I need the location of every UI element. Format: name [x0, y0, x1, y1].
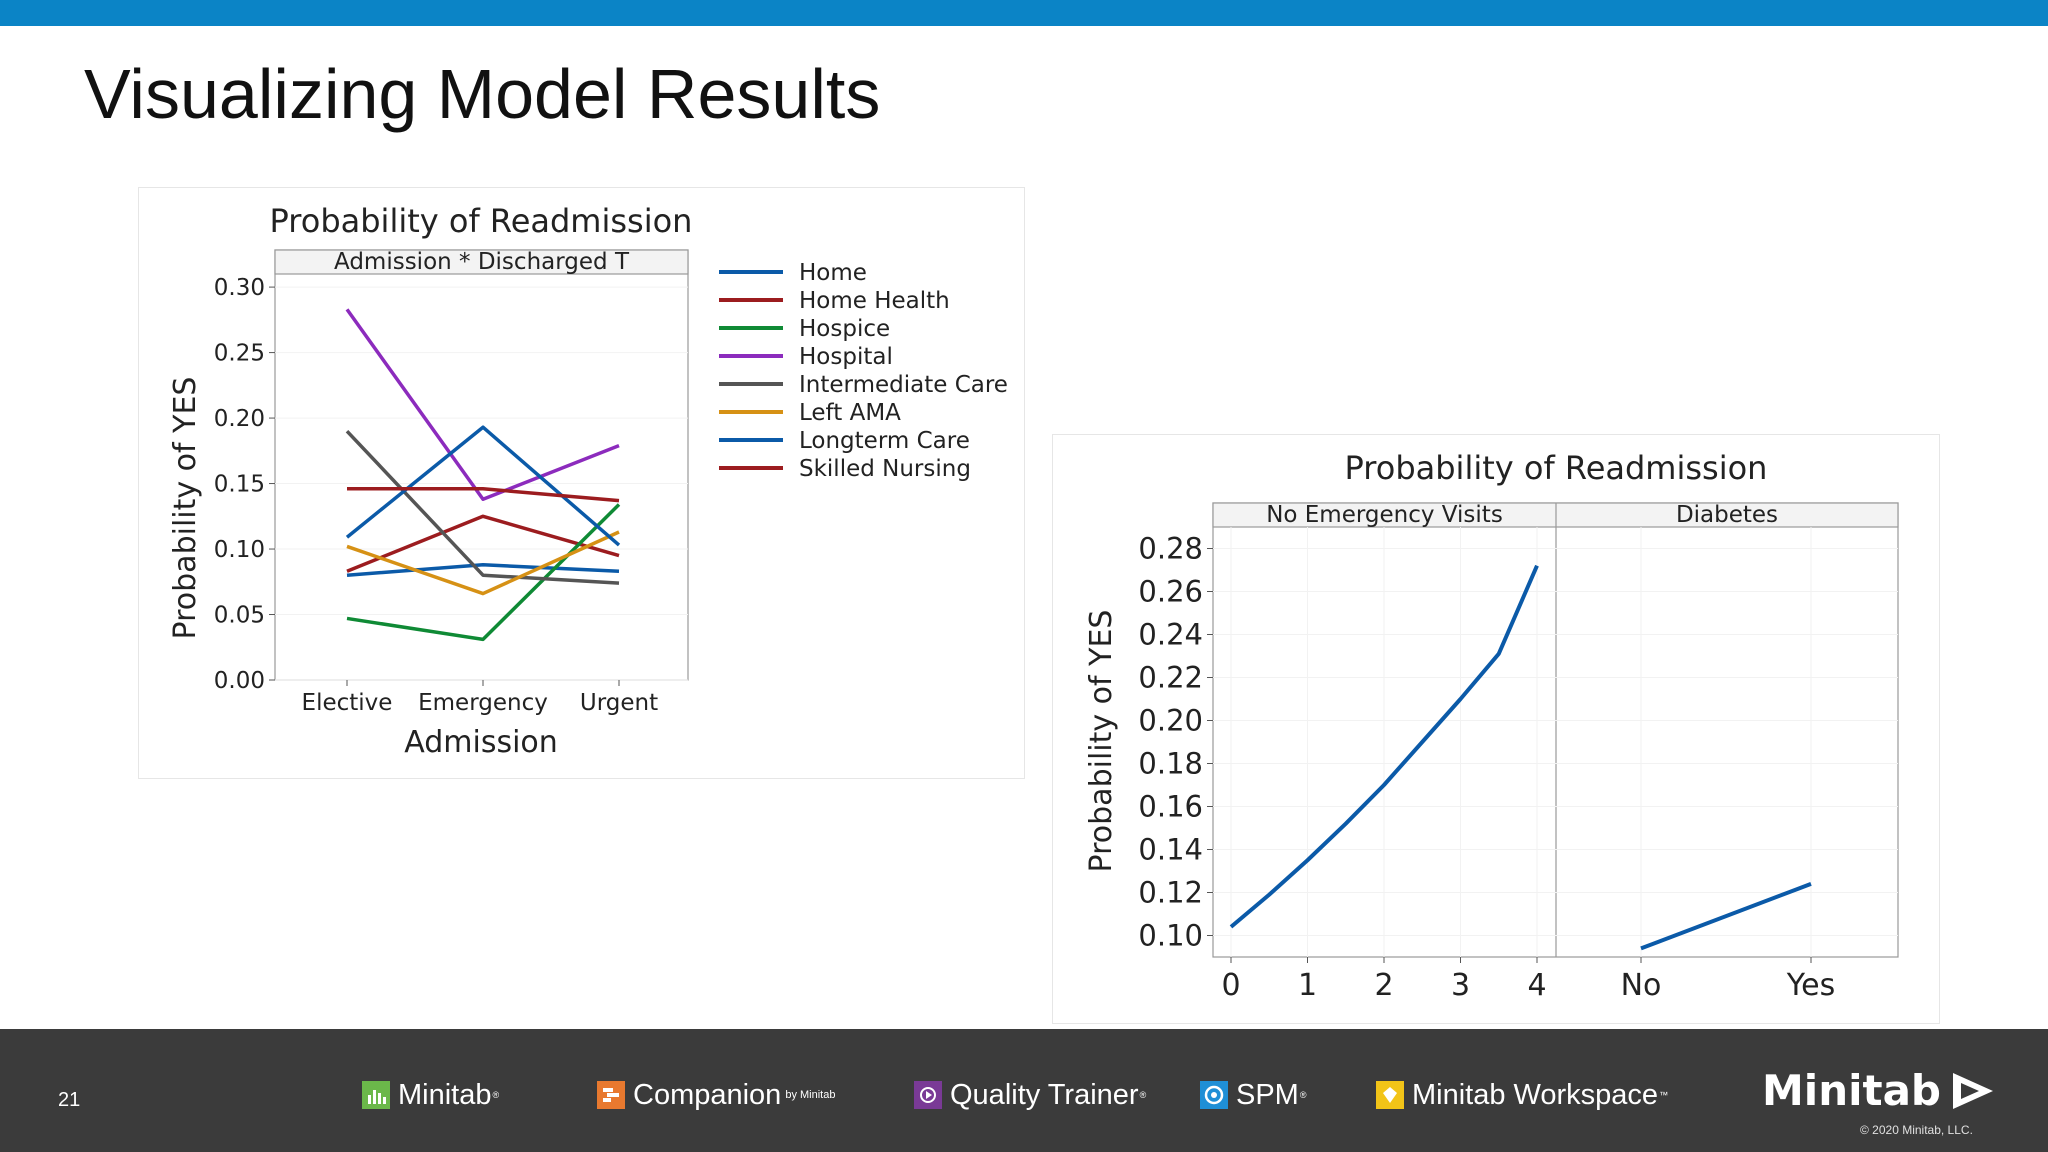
y-tick-label: 0.10 [214, 537, 265, 563]
legend-label: Hospice [799, 316, 890, 342]
x-tick-label: 0 [1221, 968, 1240, 1003]
minitab-arrow-icon [1952, 1072, 1993, 1109]
series-line-5 [346, 530, 620, 596]
y-tick-label: 0.22 [1138, 661, 1203, 695]
y-tick-label: 0.18 [1138, 747, 1203, 781]
copyright: © 2020 Minitab, LLC. [1860, 1123, 1973, 1137]
x-tick-label: Yes [1786, 968, 1835, 1003]
chart-panel-emergency-diabetes: Probability of Readmission No Emergency V… [1052, 434, 1940, 1024]
legend-label: Intermediate Care [799, 372, 1008, 398]
y-tick-label: 0.30 [214, 275, 265, 301]
panel-header [274, 249, 689, 275]
y-tick-label: 0.20 [214, 406, 265, 432]
series-line-0 [346, 562, 620, 577]
chart-title: Probability of Readmission [1345, 449, 1768, 487]
x-tick-label: Emergency [418, 690, 548, 716]
x-tick-label: 1 [1298, 968, 1317, 1003]
brand-label: Minitab [398, 1078, 492, 1111]
slide-number: 21 [58, 1089, 81, 1111]
y-tick-label: 0.16 [1138, 790, 1203, 824]
series-line-3 [345, 308, 620, 502]
legend-label: Longterm Care [799, 428, 970, 454]
workspace-icon [1376, 1081, 1404, 1109]
companion-icon [597, 1081, 625, 1109]
x-tick-label: Elective [302, 690, 393, 716]
y-tick-label: 0.28 [1138, 532, 1203, 566]
quality-trainer-icon [914, 1081, 942, 1109]
minitab-main-logo: Minitab [1762, 1066, 1997, 1115]
brand-minitab: Minitab ® [362, 1075, 499, 1115]
series-line-2 [346, 503, 621, 642]
chart-title: Probability of Readmission [270, 202, 693, 240]
brand-label: Companion [633, 1078, 782, 1111]
emergency-visits-line [1229, 564, 1539, 929]
chart-panel-admission: Probability of Readmission Admission * Di… [138, 187, 1025, 779]
legend-label: Home Health [799, 288, 950, 314]
legend-label: Left AMA [799, 400, 901, 426]
panel-label: Diabetes [1676, 502, 1778, 528]
brand-sublabel: by Minitab [785, 1089, 836, 1101]
x-axis-label: Admission [404, 725, 558, 760]
footer-bar [0, 1029, 2048, 1152]
plot-frame [274, 249, 689, 681]
legend-label: Skilled Nursing [799, 456, 971, 482]
spm-icon [1200, 1081, 1228, 1109]
x-tick-label: No [1621, 968, 1662, 1003]
y-tick-label: 0.00 [214, 668, 265, 694]
brand-label: Minitab Workspace [1412, 1078, 1659, 1111]
series-line-4 [345, 429, 620, 585]
series-line-6 [345, 425, 621, 547]
diabetes-line [1640, 882, 1812, 951]
y-tick-label: 0.25 [214, 341, 265, 367]
brand-label: SPM [1236, 1078, 1299, 1111]
x-tick-label: 3 [1451, 968, 1470, 1003]
legend-label: Home [799, 260, 867, 286]
chart-emergency-diabetes-svg: Probability of Readmission No Emergency V… [1084, 449, 1899, 1003]
brand-minitab-workspace: Minitab Workspace ™ [1376, 1075, 1668, 1115]
y-axis-label: Probability of YES [168, 377, 203, 640]
y-axis-label: Probability of YES [1084, 610, 1119, 873]
slide-title: Visualizing Model Results [84, 55, 881, 133]
y-tick-label: 0.10 [1138, 919, 1203, 953]
brand-companion: Companion by Minitab [597, 1075, 835, 1115]
brand-quality-trainer: Quality Trainer ® [914, 1075, 1146, 1115]
y-tick-label: 0.20 [1138, 704, 1203, 738]
series-line-7 [347, 487, 620, 503]
y-tick-label: 0.14 [1138, 833, 1203, 867]
y-tick-label: 0.15 [214, 472, 265, 498]
main-logo-text: Minitab [1762, 1066, 1941, 1115]
minitab-bars-icon [362, 1081, 390, 1109]
top-accent-bar [0, 0, 2048, 26]
panel-label: Admission * Discharged T [334, 249, 630, 275]
y-tick-label: 0.24 [1138, 618, 1203, 652]
y-tick-label: 0.26 [1138, 575, 1203, 609]
y-tick-label: 0.05 [214, 603, 265, 629]
panel-label: No Emergency Visits [1266, 502, 1503, 528]
brand-spm: SPM ® [1200, 1075, 1306, 1115]
x-tick-label: Urgent [580, 690, 658, 716]
legend-label: Hospital [799, 344, 893, 370]
x-tick-label: 4 [1527, 968, 1546, 1003]
x-tick-label: 2 [1374, 968, 1393, 1003]
y-tick-label: 0.12 [1138, 876, 1203, 910]
brand-label: Quality Trainer [950, 1078, 1139, 1111]
chart-admission-svg: Probability of Readmission Admission * Di… [168, 202, 1008, 760]
series-line-1 [346, 514, 620, 573]
